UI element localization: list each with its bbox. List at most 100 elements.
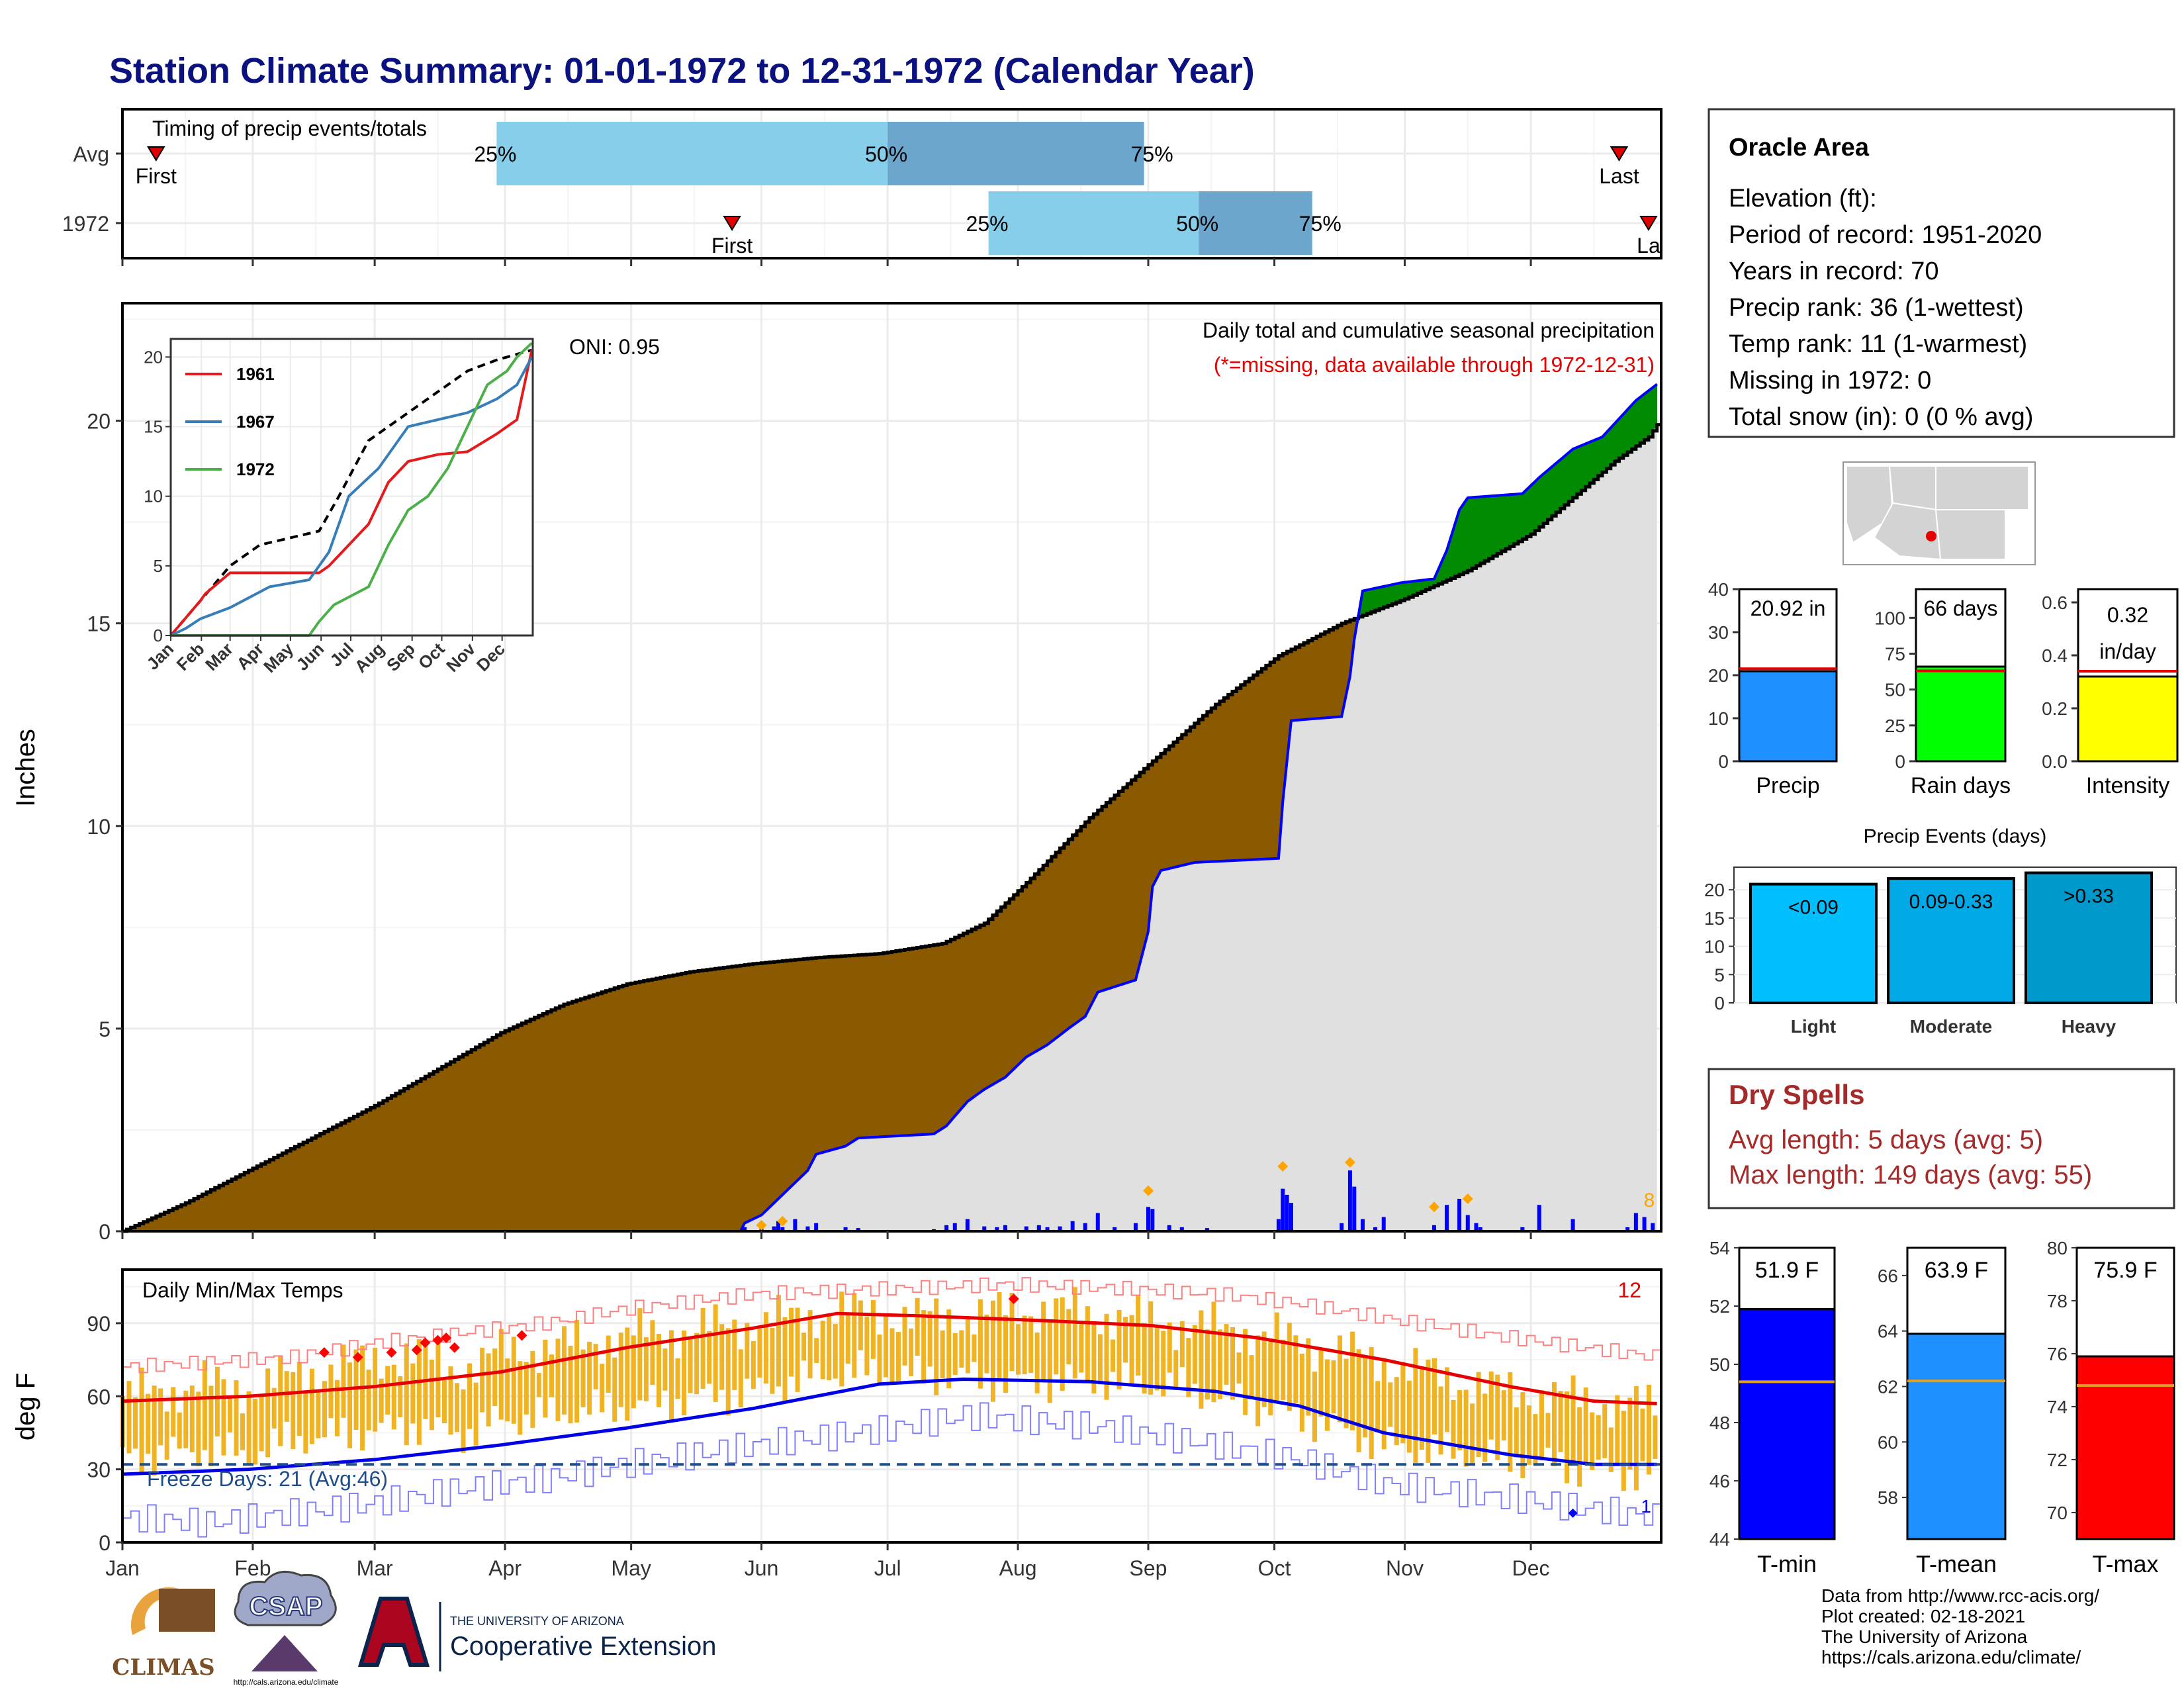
daily-temp-bar	[587, 1341, 592, 1415]
daily-temp-bar	[631, 1335, 636, 1409]
missing-note: (*=missing, data available through 1972-…	[1214, 353, 1655, 377]
event-bar-label: Light	[1791, 1016, 1836, 1037]
precip-events-panel: Precip Events (days) <0.09 Light 0.09-0.33 M…	[1704, 825, 2177, 1037]
daily-temp-bar	[1104, 1313, 1109, 1400]
daily-temp-bar	[183, 1390, 189, 1448]
daily-temp-bar	[416, 1339, 422, 1445]
daily-precip-bar	[772, 1226, 776, 1231]
station-info-line: Total snow (in): 0 (0 % avg)	[1729, 403, 2033, 431]
daily-temp-bar	[518, 1361, 523, 1435]
daily-temp-bar	[448, 1366, 453, 1435]
daily-temp-bar	[347, 1362, 353, 1448]
mini-bar-tick: 0	[1718, 751, 1729, 772]
daily-temp-bar	[1488, 1371, 1494, 1440]
pct-label: 75%	[1131, 142, 1173, 166]
map-state-nm	[1934, 509, 2006, 560]
daily-precip-bar	[1167, 1225, 1171, 1231]
inset-y-tick: 15	[144, 417, 163, 437]
mini-bar-unit-label: in/day	[2099, 639, 2156, 663]
y-tick-label: 0	[99, 1220, 111, 1244]
daily-temp-bar	[883, 1316, 888, 1378]
event-marker	[777, 1215, 788, 1227]
daily-temp-bar	[1602, 1404, 1608, 1458]
daily-temp-bar	[795, 1307, 800, 1392]
footer: Data from http://www.rcc-acis.org/Plot c…	[109, 1570, 2099, 1687]
daily-precip-bar	[776, 1221, 780, 1231]
x-tick-label: May	[611, 1556, 651, 1580]
daily-precip-bar	[805, 1226, 810, 1231]
daily-precip-bar	[1432, 1225, 1436, 1231]
daily-temp-bar	[1097, 1334, 1103, 1385]
daily-precip-bar	[1570, 1219, 1575, 1231]
daily-precip-bar	[1024, 1226, 1028, 1231]
daily-temp-bar	[1520, 1392, 1525, 1478]
daily-temp-bar	[1236, 1352, 1242, 1384]
station-location-dot	[1926, 531, 1936, 541]
page-title: Station Climate Summary: 01-01-1972 to 1…	[109, 51, 1255, 91]
average-max-line	[122, 1311, 1657, 1405]
event-marker	[1277, 1161, 1289, 1172]
daily-temp-bar	[909, 1328, 914, 1376]
daily-temp-bar	[1608, 1427, 1614, 1472]
mini-bar-tick: 0.6	[2042, 592, 2068, 613]
daily-temp-bar	[600, 1364, 605, 1413]
daily-temp-bar	[707, 1331, 712, 1384]
timing-marker	[147, 146, 165, 162]
daily-temp-bar	[341, 1344, 346, 1418]
daily-temp-bar	[827, 1315, 832, 1381]
daily-temp-bar	[234, 1380, 239, 1456]
daily-precip-bar	[1113, 1227, 1117, 1231]
mini-bar-tick: 30	[1708, 622, 1729, 643]
daily-temp-bar	[1476, 1372, 1481, 1457]
legend-label: 1972	[236, 459, 275, 479]
daily-precip-bar	[1625, 1227, 1630, 1231]
temp-bar-value-label: 51.9 F	[1755, 1258, 1819, 1283]
temp-bar-tick: 54	[1709, 1238, 1730, 1258]
events-tick: 20	[1704, 880, 1725, 900]
daily-temp-bar	[1111, 1339, 1116, 1372]
daily-precip-bar	[1373, 1227, 1378, 1231]
daily-temp-bar	[1558, 1391, 1563, 1452]
oni-label: ONI: 0.95	[569, 335, 660, 359]
daily-temp-bar	[1369, 1346, 1374, 1460]
x-tick-label: Nov	[1386, 1556, 1424, 1580]
daily-temp-bar	[745, 1323, 750, 1379]
daily-temp-bar	[1621, 1411, 1626, 1491]
timing-bar-25-50	[988, 191, 1199, 255]
temp-bar-tick: 50	[1709, 1354, 1730, 1375]
daily-temp-bar	[530, 1350, 535, 1428]
events-tick: 5	[1714, 964, 1725, 985]
daily-temp-bar	[1230, 1327, 1236, 1400]
daily-temp-bar	[1072, 1287, 1077, 1379]
daily-temp-bar	[1432, 1358, 1437, 1434]
daily-temp-bar	[1161, 1331, 1166, 1397]
daily-temp-bar	[593, 1344, 598, 1389]
daily-precip-bar	[1095, 1213, 1100, 1231]
record-high-marker	[318, 1347, 330, 1358]
y-tick-label: 60	[87, 1385, 111, 1409]
daily-temp-bar	[511, 1336, 516, 1424]
inset-y-tick: 10	[144, 487, 163, 506]
daily-temp-bar	[467, 1363, 473, 1429]
timing-title: Timing of precip events/totals	[152, 117, 427, 140]
record-low-count: 1	[1641, 1496, 1651, 1517]
events-tick: 0	[1714, 993, 1725, 1013]
daily-precip-bar	[793, 1219, 797, 1231]
daily-temp-bar	[309, 1368, 314, 1444]
csap-logo-mountain	[251, 1635, 318, 1671]
daily-temp-bar	[1331, 1360, 1336, 1414]
daily-temp-bar	[725, 1328, 731, 1416]
daily-temp-bar	[366, 1369, 371, 1430]
daily-temp-bar	[1482, 1393, 1488, 1462]
mini-bar-label: Rain days	[1911, 773, 2011, 798]
daily-temp-bar	[461, 1389, 466, 1453]
daily-temp-bar	[353, 1349, 359, 1430]
daily-temp-bar	[568, 1345, 573, 1424]
daily-precip-bar	[814, 1223, 819, 1231]
daily-temp-bar	[820, 1321, 825, 1380]
event-bar	[2025, 871, 2153, 1004]
daily-temp-bar	[1413, 1348, 1418, 1463]
daily-temp-bar	[1003, 1315, 1009, 1393]
station-info-line: Missing in 1972: 0	[1729, 367, 1931, 395]
daily-temp-bar	[1318, 1350, 1324, 1417]
